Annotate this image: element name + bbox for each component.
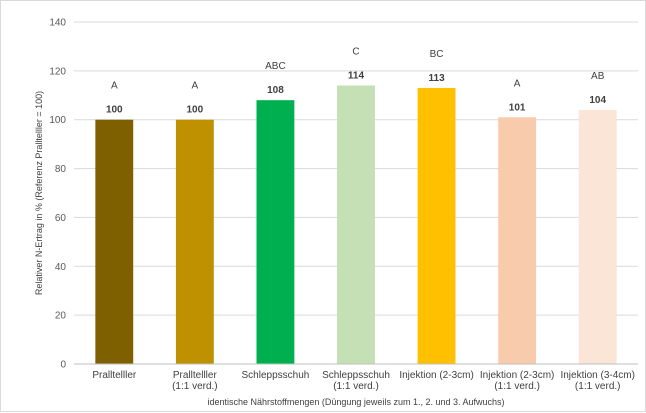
- data-label: 101: [509, 102, 526, 113]
- data-label: 108: [267, 85, 284, 96]
- group-letter-label: BC: [430, 49, 444, 60]
- y-axis-title: Relativer N-Ertrag in % (Referenz Prallt…: [34, 91, 44, 295]
- x-tick-label-line: Schleppsschuh: [242, 370, 310, 381]
- y-tick-label: 140: [49, 18, 66, 29]
- bar: [175, 119, 214, 364]
- x-tick-label-line: Injektion (2-3cm): [399, 370, 473, 381]
- x-tick-label-line: (1:1 verd.): [575, 381, 621, 392]
- x-tick-labels: Pralltelller Pralltelller (1:1 verd.)Schle…: [92, 370, 635, 392]
- x-tick-label-line: (1:1 verd.): [333, 381, 379, 392]
- y-tick-labels: 0 20 40 60 80 100 120 140: [49, 18, 66, 371]
- x-tick-label: Schleppsschuh (1:1 verd.): [322, 370, 390, 392]
- data-labels: 100 A 100 A 108 ABC 114 C 113 BC 101 A 104 AB: [106, 47, 607, 116]
- x-tick-label: Pralltelller (1:1 verd.): [172, 370, 218, 392]
- group-letter-label: A: [514, 78, 521, 89]
- x-tick-label: Schleppsschuh: [242, 370, 310, 381]
- x-tick-label-line: Injektion (2-3cm): [480, 370, 554, 381]
- data-label: 100: [106, 105, 123, 116]
- x-tick-label-line: Pralltelller: [92, 370, 137, 381]
- x-tick-label: Injektion (2-3cm): [399, 370, 473, 381]
- group-letter-label: C: [352, 47, 359, 58]
- y-tick-label: 20: [55, 311, 67, 322]
- bar: [498, 117, 537, 365]
- x-axis-title: identische Nährstoffmengen (Düngung jewe…: [208, 397, 505, 407]
- data-label: 104: [589, 95, 606, 106]
- group-letter-label: A: [111, 81, 118, 92]
- y-tick-label: 120: [49, 66, 66, 77]
- bar: [578, 109, 617, 364]
- bar: [95, 119, 134, 364]
- y-tick-label: 60: [55, 213, 67, 224]
- y-tick-label: 40: [55, 262, 67, 273]
- x-tick-label: Injektion (3-4cm) (1:1 verd.): [560, 370, 634, 392]
- bars: [95, 85, 617, 365]
- x-tick-label: Injektion (2-3cm) (1:1 verd.): [480, 370, 554, 392]
- group-letter-label: AB: [591, 71, 605, 82]
- x-tick-label-line: Schleppsschuh: [322, 370, 390, 381]
- x-tick-label-line: (1:1 verd.): [494, 381, 540, 392]
- x-tick-label: Pralltelller: [92, 370, 137, 381]
- bar: [256, 100, 295, 365]
- group-letter-label: ABC: [265, 61, 286, 72]
- data-label: 114: [348, 71, 365, 82]
- bar: [337, 85, 375, 364]
- group-letter-label: A: [192, 81, 199, 92]
- data-label: 100: [187, 105, 204, 116]
- y-tick-label: 80: [55, 164, 67, 175]
- data-label: 113: [429, 73, 446, 84]
- x-tick-label-line: (1:1 verd.): [172, 381, 218, 392]
- y-tick-label: 100: [49, 115, 66, 126]
- bar: [417, 87, 456, 364]
- x-tick-label-line: Injektion (3-4cm): [560, 370, 634, 381]
- y-tick-label: 0: [60, 360, 66, 371]
- x-tick-label-line: Pralltelller: [173, 370, 218, 381]
